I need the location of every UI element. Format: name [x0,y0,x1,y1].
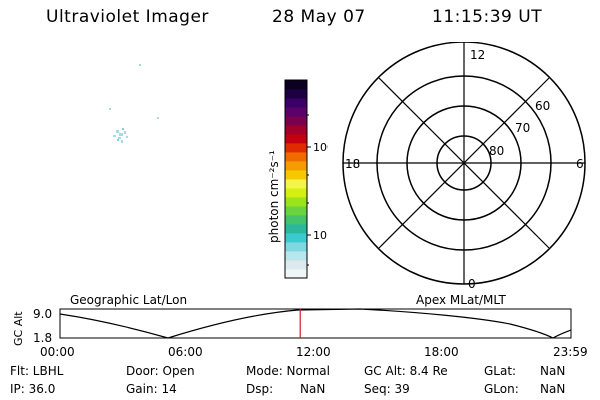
mlt-label-12: 12 [470,48,485,62]
glat-label: GLat: [484,364,517,378]
colorbar-cell [285,215,307,225]
colorbar-cell [285,116,307,126]
orbit-ytick-label: 9.0 [33,307,52,321]
orbit-ylabel: GC Alt [12,311,25,346]
instrument-title: Ultraviolet Imager [46,7,209,27]
colorbar-cell [285,242,307,252]
orbit-frame [59,308,572,339]
colorbar: 100 10 photon cm⁻²s⁻¹ [267,79,328,279]
dsp-label: Dsp: [246,382,274,396]
emission-pixel [157,117,159,119]
colorbar-cell [285,98,307,108]
colorbar-cell [285,206,307,216]
glon-label: GLon: [484,382,519,396]
colorbar-unit-label: photon cm⁻²s⁻¹ [267,150,281,243]
colorbar-cell [285,260,307,270]
orbit-xtick-label: 06:00 [168,345,203,359]
time-label: 11:15:39 UT [432,7,543,27]
emission-pixel [126,136,128,138]
orbit-ytick-label: 1.8 [33,331,52,345]
colorbar-cell [285,134,307,144]
emission-pixel [121,140,123,143]
lat-label-70: 70 [515,121,530,135]
emission-pixel [113,135,116,137]
orbit-plot: GC Alt 9.0 1.8 [12,307,572,346]
emission-pixel [117,139,119,141]
ip-info: IP: 36.0 [10,382,56,396]
glat-value: NaN [540,364,566,378]
polar-diagonal [378,77,550,249]
colorbar-cell [285,143,307,153]
colorbar-cell [285,80,307,90]
colorbar-cell [285,170,307,180]
colorbar-cell [285,224,307,234]
orbit-xtick-label: 12:00 [296,345,331,359]
colorbar-cell [285,197,307,207]
orbit-xtick-label: 00:00 [40,345,75,359]
emission-pixel [124,131,126,134]
orbit-right-title: Apex MLat/MLT [416,293,506,307]
altitude-curve [59,308,572,339]
mlt-label-0: 0 [468,277,476,291]
door-info: Door: Open [126,364,195,378]
emission-pixel [118,137,121,139]
colorbar-cell [285,269,307,279]
lat-label-80: 80 [489,144,504,158]
colorbar-cell [285,188,307,198]
orbit-xtick-label: 18:00 [424,345,459,359]
gc-alt-info: GC Alt: 8.4 Re [364,364,448,378]
mode-info: Mode: Normal [246,364,330,378]
colorbar-cell [285,125,307,135]
colorbar-cell [285,107,307,117]
emission-pixel [139,64,141,66]
polar-grid: 12 0 18 6 60 70 80 [342,42,586,291]
emission-pixel [109,108,111,110]
colorbar-tick-label: 10 [313,229,327,242]
colorbar-cell [285,179,307,189]
colorbar-cell [285,89,307,99]
lat-label-60: 60 [535,99,550,113]
orbit-left-title: Geographic Lat/Lon [70,293,188,307]
seq-info: Seq: 39 [364,382,410,396]
emission-pixel [122,128,124,130]
date-label: 28 May 07 [272,7,366,27]
colorbar-tick-label: 100 [313,141,328,154]
filter-info: Flt: LBHL [10,364,64,378]
emission-pixel [119,133,123,136]
colorbar-cell [285,233,307,243]
colorbar-cell [285,152,307,162]
mlt-label-18: 18 [345,157,360,171]
colorbar-cell [285,251,307,261]
gain-info: Gain: 14 [126,382,177,396]
colorbar-cell [285,161,307,171]
mlt-label-6: 6 [576,157,584,171]
colorbar-frame [284,79,308,279]
uv-image-panel [109,64,159,143]
orbit-xtick-label: 23:59 [553,345,588,359]
glon-value: NaN [540,382,566,396]
dsp-value: NaN [300,382,326,396]
emission-pixel [116,130,119,133]
